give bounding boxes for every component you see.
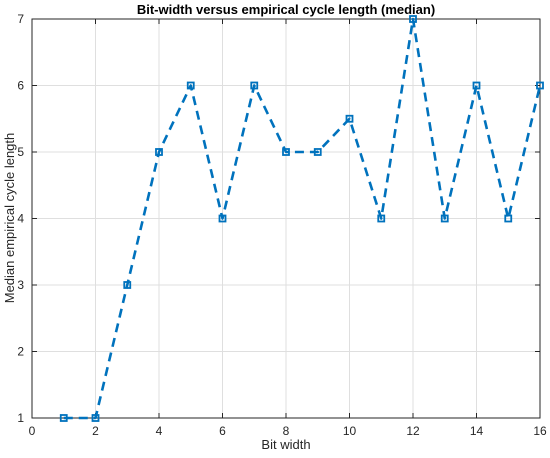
y-axis-label: Median empirical cycle length: [2, 133, 17, 304]
data-point-marker: [218, 214, 227, 223]
data-point-marker: [472, 81, 481, 90]
data-point-marker: [377, 214, 386, 223]
chart-title: Bit-width versus empirical cycle length …: [137, 2, 435, 17]
x-tick-label: 2: [92, 424, 99, 438]
x-tick-label: 16: [533, 424, 547, 438]
y-tick-label: 6: [17, 79, 24, 93]
data-point-marker: [282, 148, 290, 156]
data-point-marker: [536, 81, 544, 90]
y-tick-label: 5: [17, 145, 24, 159]
series-group: [59, 15, 544, 422]
data-point-marker: [440, 214, 449, 223]
y-tick-label: 2: [17, 345, 24, 359]
data-point-marker: [345, 114, 354, 123]
data-point-marker: [186, 81, 195, 90]
data-point-marker: [59, 414, 68, 422]
data-point-marker: [123, 281, 132, 289]
x-tick-labels: 0 2 4 6 8 10 12 14 16: [29, 424, 547, 438]
y-tick-label: 1: [17, 411, 24, 425]
x-tick-label: 8: [283, 424, 290, 438]
x-tick-label: 4: [156, 424, 163, 438]
series-line: [63, 17, 542, 420]
data-point-marker: [313, 148, 322, 156]
x-axis-label: Bit width: [261, 437, 310, 452]
x-tick-label: 6: [219, 424, 226, 438]
data-point-marker: [91, 414, 100, 422]
x-tick-label: 14: [470, 424, 484, 438]
x-tick-label: 10: [343, 424, 357, 438]
y-tick-label: 3: [17, 278, 24, 292]
data-point-marker: [409, 15, 417, 23]
data-point-marker: [155, 148, 163, 156]
data-point-marker: [504, 214, 513, 223]
data-point-marker: [250, 81, 259, 90]
y-tick-label: 4: [17, 212, 24, 226]
y-tick-labels: 1 2 3 4 5 6 7: [17, 12, 24, 425]
x-tick-label: 0: [29, 424, 36, 438]
y-tick-label: 7: [17, 12, 24, 26]
x-tick-label: 12: [406, 424, 420, 438]
